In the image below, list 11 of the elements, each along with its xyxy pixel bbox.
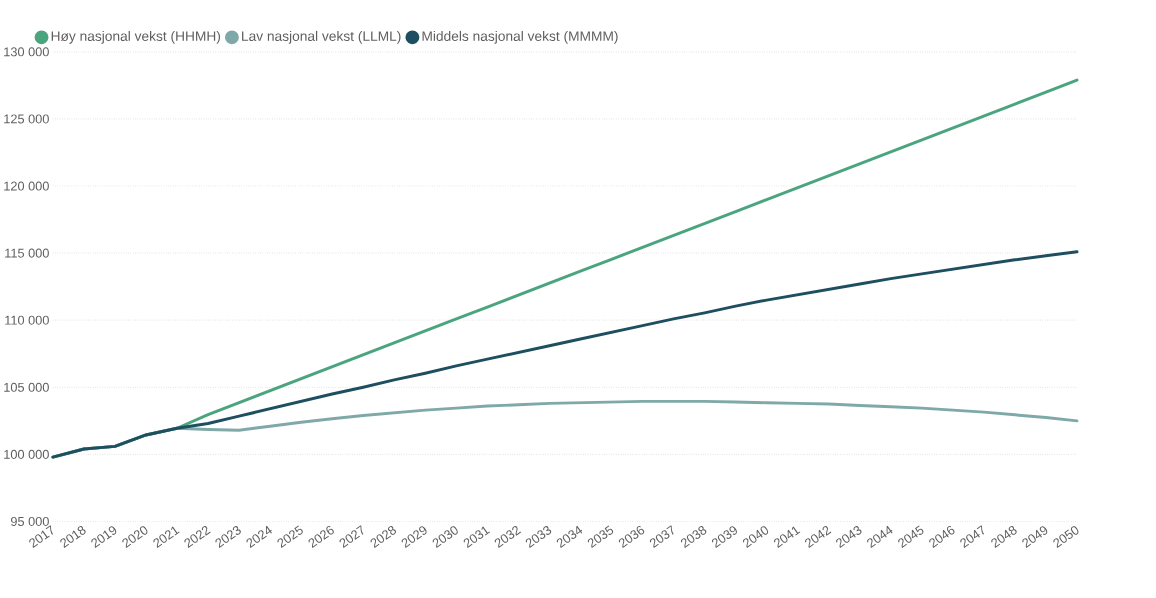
y-tick-label: 95 000	[10, 516, 49, 527]
y-tick-label: 130 000	[4, 47, 49, 57]
y-tick-label: 125 000	[4, 114, 49, 124]
y-tick-label: 110 000	[5, 315, 49, 325]
y-tick-label: 120 000	[4, 181, 49, 191]
legend-label: Lav nasjonal vekst (LLML)	[242, 30, 401, 44]
y-tick-label: 105 000	[4, 382, 49, 392]
y-tick-label: 115 000	[5, 248, 49, 258]
y-tick-label: 100 000	[4, 449, 49, 459]
legend-label: Middels nasjonal vekst (MMMM)	[422, 30, 618, 44]
legend-label: Høy nasjonal vekst (HHMH)	[51, 30, 221, 44]
